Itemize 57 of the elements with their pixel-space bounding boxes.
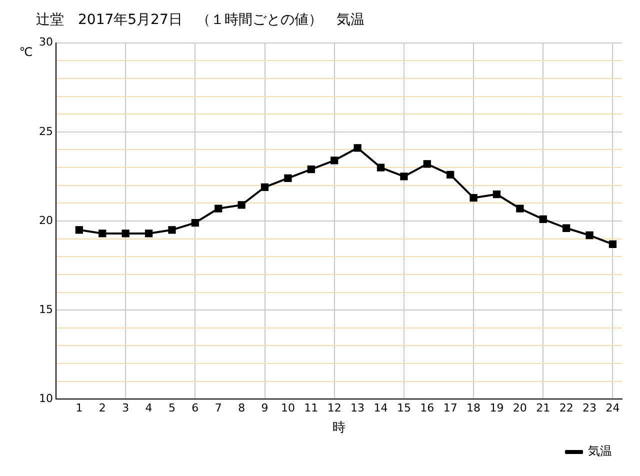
point xyxy=(168,226,176,234)
point xyxy=(214,204,222,212)
x-tick-label: 9 xyxy=(261,402,268,415)
x-axis-title: 時 xyxy=(332,420,346,436)
x-tick-label: 24 xyxy=(606,402,620,415)
x-tick-label: 18 xyxy=(466,402,481,415)
x-tick-label: 8 xyxy=(238,402,246,415)
y-tick-label: 20 xyxy=(38,214,53,227)
point xyxy=(376,164,385,172)
y-tick-label: 30 xyxy=(38,36,53,49)
x-tick-label: 12 xyxy=(327,402,342,415)
point xyxy=(516,204,524,212)
x-tick-label: 22 xyxy=(559,402,574,415)
point xyxy=(608,240,617,248)
point xyxy=(354,144,362,152)
point xyxy=(539,215,547,224)
point xyxy=(423,160,431,168)
x-tick-label: 10 xyxy=(280,402,295,415)
point xyxy=(191,218,200,227)
x-tick-label: 21 xyxy=(536,402,550,415)
x-tick-label: 15 xyxy=(396,402,411,415)
x-tick-label: 13 xyxy=(350,402,365,415)
y-tick-label: 15 xyxy=(38,302,53,316)
x-tick-label: 6 xyxy=(192,402,199,415)
x-tick-label: 16 xyxy=(420,402,434,415)
point xyxy=(586,231,594,240)
x-tick-label: 19 xyxy=(490,402,504,415)
point xyxy=(122,230,130,238)
x-tick-label: 5 xyxy=(168,402,176,415)
x-tick-label: 4 xyxy=(145,402,152,415)
point xyxy=(307,165,315,174)
point xyxy=(446,170,454,178)
point xyxy=(492,190,501,198)
y-tick-label: 25 xyxy=(38,124,53,138)
point xyxy=(144,230,153,238)
point xyxy=(238,201,246,209)
x-tick-label: 3 xyxy=(122,402,130,415)
x-tick-label: 17 xyxy=(443,402,458,415)
x-tick-label: 2 xyxy=(98,402,106,415)
point xyxy=(470,194,478,202)
y-axis-title: ℃ xyxy=(19,44,33,59)
point xyxy=(284,174,292,182)
point xyxy=(330,156,338,164)
x-tick-label: 7 xyxy=(214,402,222,415)
x-tick-label: 14 xyxy=(374,402,388,415)
x-tick-label: 23 xyxy=(582,402,597,415)
legend-label: 気温 xyxy=(588,444,612,458)
point xyxy=(400,172,408,180)
x-tick-label: 20 xyxy=(512,402,527,415)
point xyxy=(562,224,570,232)
x-tick-label: 11 xyxy=(304,402,318,415)
y-tick-label: 10 xyxy=(38,392,53,406)
point xyxy=(75,226,84,234)
x-tick-label: 1 xyxy=(76,402,83,415)
chart-title: 辻堂 2017年5月27日 （１時間ごとの値） 気温 xyxy=(36,12,364,28)
point xyxy=(98,230,106,238)
point xyxy=(260,183,269,191)
